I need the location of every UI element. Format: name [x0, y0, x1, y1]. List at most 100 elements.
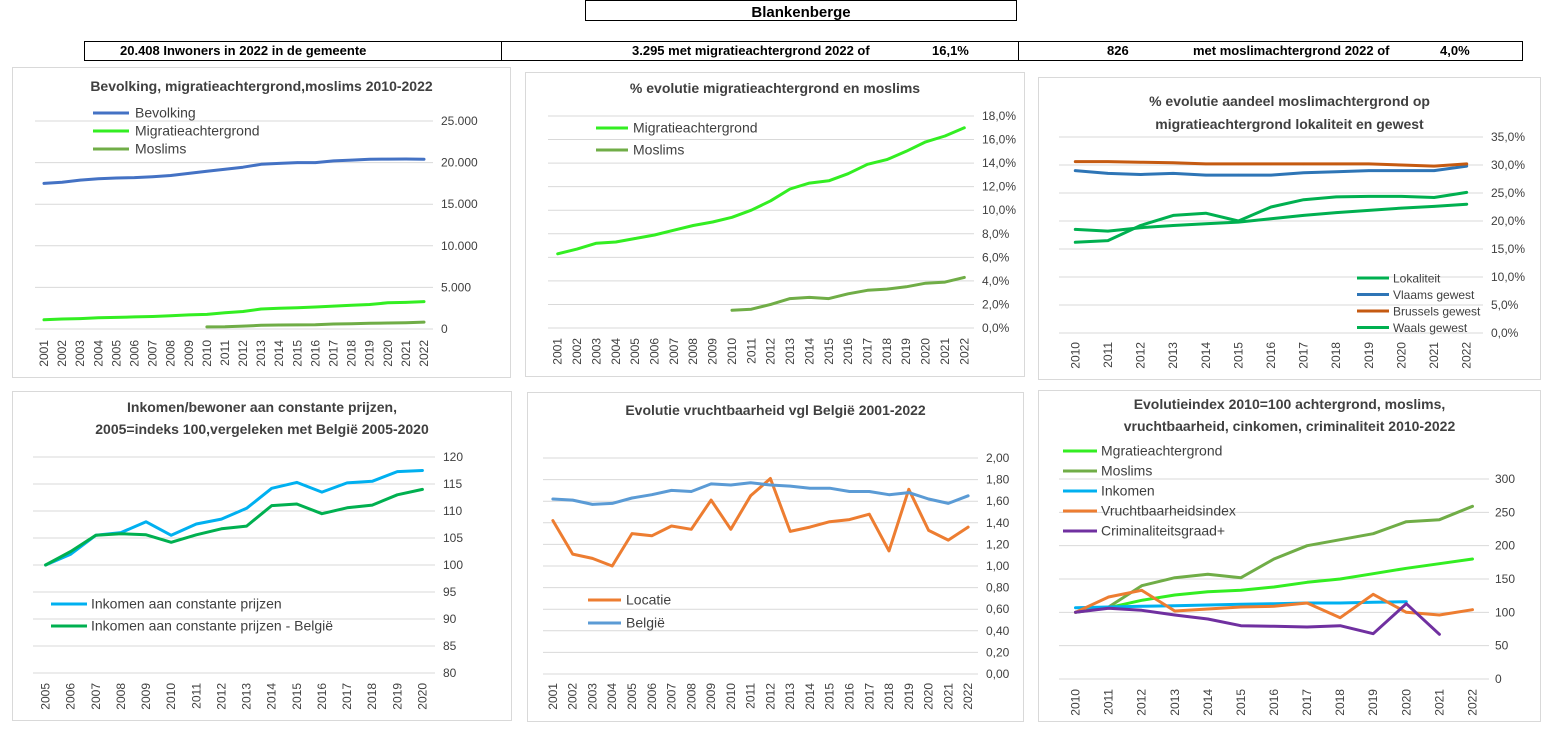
x-tick-label: 2012: [214, 683, 228, 710]
data-point: [1335, 195, 1338, 199]
y-tick-label: 2,00: [986, 451, 1010, 465]
data-point: [709, 498, 713, 502]
data-point: [421, 469, 424, 472]
data-point: [205, 313, 209, 316]
y-tick-label: 18,0%: [982, 109, 1016, 123]
x-tick-label: 2012: [763, 683, 777, 710]
data-point: [1367, 195, 1371, 198]
data-point: [1140, 609, 1143, 612]
y-tick-label: 0,00: [986, 667, 1010, 681]
stat-migration-pct: 16,1%: [932, 43, 969, 58]
data-point: [670, 524, 673, 528]
x-tick-label: 2019: [899, 338, 913, 365]
data-point: [868, 512, 871, 516]
data-point: [79, 178, 82, 182]
x-tick-label: 2012: [236, 340, 250, 367]
data-point: [1204, 211, 1207, 215]
data-point: [630, 532, 634, 535]
data-point: [1405, 567, 1408, 570]
data-point: [1405, 611, 1408, 614]
x-tick-label: 2014: [803, 683, 817, 710]
data-point: [396, 470, 399, 473]
y-tick-label: 95: [443, 585, 457, 599]
x-tick-label: 2013: [1168, 689, 1182, 716]
chart-migration-pct: % evolutie migratieachtergrond en moslim…: [548, 80, 1016, 365]
data-point: [368, 321, 371, 325]
chart-panel-income: Inkomen/bewoner aan constante prijzen, 20…: [12, 391, 512, 721]
data-point: [241, 165, 245, 169]
data-point: [788, 187, 792, 191]
data-point: [924, 140, 927, 144]
legend-label: Moslims: [633, 142, 684, 158]
data-point: [591, 503, 594, 506]
data-point: [332, 159, 335, 163]
data-point: [571, 552, 574, 556]
data-point: [1106, 172, 1110, 175]
y-tick-label: 1,80: [986, 473, 1010, 487]
legend-label: Locatie: [626, 592, 671, 608]
x-tick-label: 2014: [1199, 342, 1213, 369]
data-point: [885, 287, 889, 291]
data-point: [1204, 162, 1207, 166]
y-tick-label: 100: [1495, 605, 1515, 619]
data-point: [887, 549, 891, 553]
data-point: [1171, 214, 1175, 217]
data-point: [1405, 600, 1408, 603]
data-point: [404, 301, 408, 304]
x-tick-label: 2017: [327, 340, 341, 367]
data-point: [630, 496, 634, 500]
data-point: [220, 517, 223, 521]
data-point: [788, 530, 792, 533]
legend-label: België: [626, 615, 665, 631]
y-tick-label: 110: [443, 504, 462, 518]
series-line: [551, 481, 970, 506]
data-point: [1372, 601, 1375, 604]
data-point: [370, 480, 374, 483]
y-tick-label: 10,0%: [982, 203, 1016, 217]
data-point: [1239, 576, 1243, 579]
x-tick-label: 2011: [744, 683, 758, 709]
data-point: [769, 199, 772, 202]
chart-panel-migration-pct: % evolutie migratieachtergrond en moslim…: [525, 72, 1025, 377]
data-point: [1171, 161, 1175, 164]
data-point: [1432, 164, 1436, 168]
data-point: [1074, 169, 1077, 172]
x-tick-label: 2016: [841, 338, 855, 365]
chart-title: vruchtbaarheid, cinkomen, criminaliteit …: [1124, 418, 1456, 434]
y-tick-label: 25.000: [441, 114, 478, 128]
x-tick-label: 2005: [39, 683, 53, 710]
data-point: [1269, 217, 1273, 220]
data-point: [345, 481, 349, 485]
data-point: [69, 553, 72, 556]
x-tick-label: 2004: [609, 338, 623, 365]
x-tick-label: 2019: [1362, 342, 1376, 369]
y-tick-label: 0,0%: [1491, 326, 1519, 340]
data-point: [788, 484, 792, 488]
data-point: [422, 300, 426, 303]
data-point: [1465, 164, 1468, 168]
data-point: [245, 507, 248, 510]
y-tick-label: 15.000: [441, 197, 478, 211]
x-tick-label: 2017: [340, 683, 354, 710]
data-point: [808, 296, 811, 299]
data-point: [259, 324, 263, 327]
data-point: [551, 519, 555, 522]
data-point: [278, 162, 281, 165]
data-point: [1335, 170, 1338, 173]
data-point: [220, 527, 223, 531]
x-tick-label: 2011: [744, 338, 758, 364]
data-point: [1139, 226, 1142, 229]
data-point: [595, 242, 598, 245]
data-point: [769, 477, 772, 480]
data-point: [169, 174, 172, 177]
stat-muslim-text: met moslimachtergrond 2022 of: [1193, 43, 1390, 58]
data-point: [943, 280, 947, 284]
data-point: [846, 172, 850, 175]
data-point: [97, 316, 100, 319]
series-line: [1074, 602, 1441, 636]
data-point: [1206, 603, 1210, 607]
x-tick-label: 2016: [315, 683, 329, 710]
x-tick-label: 2009: [704, 683, 718, 710]
x-tick-label: 2010: [724, 683, 738, 710]
data-point: [296, 323, 299, 327]
